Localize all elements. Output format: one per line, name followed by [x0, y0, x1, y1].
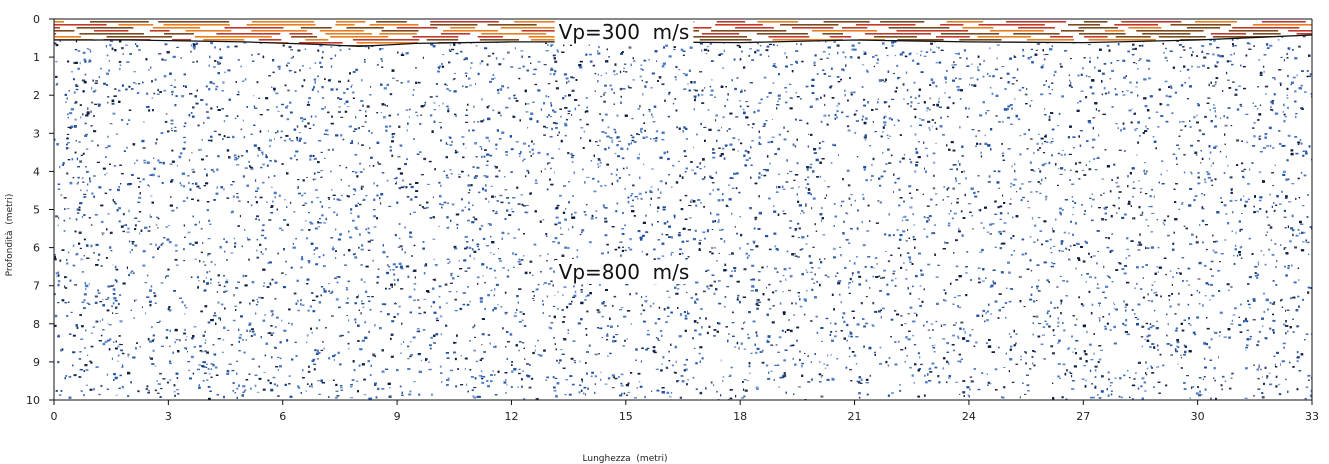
layer-label-vp800: Vp=800 m/s: [559, 260, 690, 284]
x-tick-label: 27: [1076, 410, 1090, 423]
x-tick-label: 18: [733, 410, 747, 423]
y-tick-label: 4: [33, 165, 40, 178]
layer-label-background: [554, 260, 694, 284]
x-axis-ticks: 0 3 6 9 12 15 18 21 24 27 30 33: [51, 400, 1319, 423]
layer-label-vp300: Vp=300 m/s: [559, 20, 690, 44]
y-tick-label: 8: [33, 318, 40, 331]
y-tick-label: 5: [33, 204, 40, 217]
x-tick-label: 6: [279, 410, 286, 423]
x-tick-label: 21: [848, 410, 862, 423]
x-tick-label: 33: [1305, 410, 1319, 423]
y-tick-label: 7: [33, 280, 40, 293]
x-tick-label: 3: [165, 410, 172, 423]
y-axis-title: Profondità (metri): [5, 194, 15, 277]
x-tick-label: 9: [394, 410, 401, 423]
y-tick-label: 2: [33, 89, 40, 102]
x-tick-label: 24: [962, 410, 976, 423]
y-tick-label: 1: [33, 51, 40, 64]
x-tick-label: 12: [504, 410, 518, 423]
y-axis-ticks: 0 1 2 3 4 5 6 7 8 9 10: [26, 13, 54, 407]
x-tick-label: 30: [1191, 410, 1205, 423]
x-axis-title: Lunghezza (metri): [583, 454, 668, 464]
x-tick-label: 15: [619, 410, 633, 423]
y-tick-label: 9: [33, 356, 40, 369]
y-tick-label: 0: [33, 13, 40, 26]
bedrock-layer-fill: [54, 35, 1312, 400]
layer-label-background: [554, 20, 694, 44]
y-tick-label: 3: [33, 127, 40, 140]
y-tick-label: 10: [26, 394, 40, 407]
y-tick-label: 6: [33, 242, 40, 255]
x-tick-label: 0: [51, 410, 58, 423]
